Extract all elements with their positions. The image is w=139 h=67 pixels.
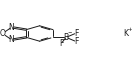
- Text: K: K: [123, 29, 128, 38]
- Text: F: F: [59, 39, 64, 48]
- Text: B: B: [64, 33, 69, 42]
- Text: +: +: [127, 27, 132, 32]
- Text: O: O: [0, 29, 5, 38]
- Text: F: F: [74, 29, 78, 38]
- Text: F: F: [74, 37, 78, 46]
- Text: N: N: [9, 23, 14, 32]
- Text: −: −: [68, 30, 72, 35]
- Text: N: N: [9, 35, 14, 44]
